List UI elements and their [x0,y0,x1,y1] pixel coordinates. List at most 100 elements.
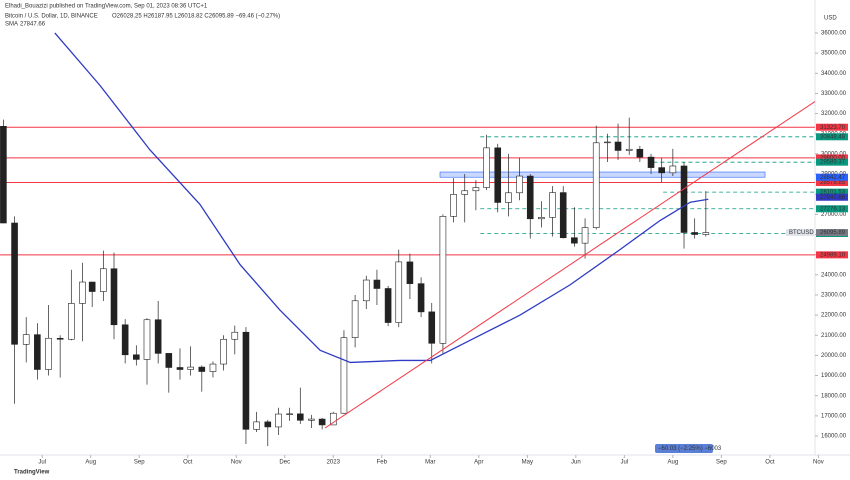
x-tick-label: Mar [425,460,435,466]
price-box-label: 28578.85 [820,180,846,186]
candle-body [176,367,184,370]
candle-body [647,156,655,168]
candle-body [34,334,41,370]
y-tick-label: 18000.00 [821,393,847,399]
y-tick-label: 17000.00 [821,413,847,419]
candle-body [165,353,173,368]
price-box [816,179,848,187]
currency: USD [824,16,837,22]
y-tick-label: 23000.00 [821,293,847,299]
price-box [816,158,848,166]
x-tick-label: Jun [571,460,581,466]
candle-body [395,261,403,323]
y-tick-label: 19000.00 [821,373,847,379]
y-tick-label: 32000.00 [821,111,847,117]
ticker-box [786,229,814,237]
price-box-label: 28101.53 [820,190,846,196]
candle-body [669,165,677,174]
x-tick-label: Aug [85,460,96,466]
candle-body [275,413,282,428]
price-box [816,154,848,162]
candle-body [121,324,129,356]
candle-body [242,331,250,430]
ohlc: O26028.25 H26187.95 L26018.82 C26095.89 … [112,14,280,20]
trend-line [324,101,815,429]
candle-body [526,175,534,220]
candle-body [581,227,589,244]
candle-body [45,337,52,370]
candle-body [461,190,469,195]
price-box-label: 28842.47 [820,175,846,181]
x-tick-label: Sep [134,460,145,466]
y-tick-label: 35000.00 [821,51,847,57]
candle-body [110,268,118,326]
x-tick-label: Dec [279,460,290,466]
candle-body [592,142,600,228]
candle-body [329,412,337,426]
candle-body [56,337,64,340]
price-box-label: 27276.13 [820,206,846,212]
candle-body [220,338,227,365]
candle-body [439,216,447,344]
candle-body [549,192,556,218]
x-tick-label: Oct [183,460,193,466]
candle-body [351,300,359,338]
candle-body [198,366,206,372]
candle-body [373,279,381,289]
candle-body [636,148,644,158]
candle-body [209,363,217,372]
price-box-label: 24989.10 [820,252,846,258]
price-box-label: 30848.48 [820,134,846,140]
candle-body [505,192,512,203]
candle-body [88,281,96,292]
candle-body [450,194,457,217]
candle-body [0,125,7,224]
price-box-label: 26095.89 [820,230,846,236]
candle-body [253,421,260,430]
candle-body [406,261,414,284]
candle-body [559,192,567,239]
candle-body [702,232,710,235]
price-box [816,251,848,259]
price-box-label: 27847.66 [820,195,846,201]
x-tick-label: Oct [765,460,775,466]
y-tick-label: 36000.00 [821,31,847,37]
y-tick-label: 34000.00 [821,71,847,77]
y-tick-label: 27000.00 [821,212,847,218]
x-tick-label: Sep [716,460,727,466]
sma-line [54,32,709,364]
zone [439,171,766,178]
y-tick-label: 24000.00 [821,272,847,278]
y-tick-label: 33000.00 [821,91,847,97]
ticker: BTCUSD [789,230,814,236]
candle-body [264,421,272,428]
x-tick-label: Jul [621,460,629,466]
candle-body [22,334,30,345]
sma-name: SMA [5,22,18,28]
candle-body [691,232,698,235]
candle-body [494,147,502,203]
price-box [816,193,848,201]
price-box-label: 29800.00 [820,155,846,161]
candle-body [11,222,18,345]
x-tick-label: 2023 [327,460,341,466]
candle-body [417,283,425,313]
candle-body [483,147,490,188]
candle-body [362,279,370,302]
candle-body [231,331,239,340]
price-box [816,205,848,213]
candle-body [154,319,162,354]
badge [655,444,713,453]
x-tick-label: May [522,460,533,466]
x-tick-label: Nov [231,460,242,466]
y-tick-label: 21000.00 [821,333,847,339]
sma-value: 27847.66 [20,22,46,28]
candle-body [318,418,326,426]
candle-body [658,167,666,174]
candle-body [384,288,392,323]
symbol: Bitcoin / U.S. Dollar, 1D, BINANCE [5,14,98,20]
price-box [816,173,848,181]
price-box [816,133,848,141]
